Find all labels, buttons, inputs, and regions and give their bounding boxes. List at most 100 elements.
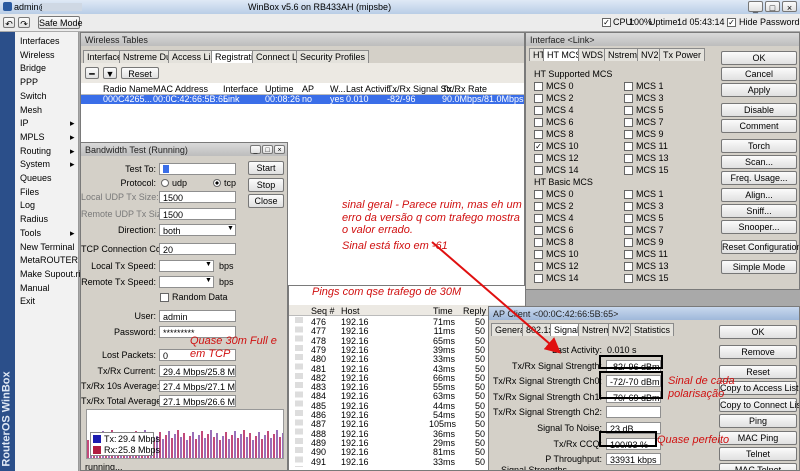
field-value[interactable]: admin xyxy=(159,310,236,322)
mcs-checkbox[interactable] xyxy=(624,214,633,223)
window-control[interactable]: × xyxy=(274,145,285,154)
safe-mode-button[interactable]: Safe Mode xyxy=(38,16,83,29)
button[interactable]: Stop xyxy=(248,177,284,192)
button[interactable]: Freq. Usage... xyxy=(721,171,797,185)
mcs-checkbox[interactable] xyxy=(624,250,633,259)
menu-item[interactable]: Bridge xyxy=(20,63,47,74)
filter-button[interactable]: ━ xyxy=(85,67,99,79)
menu-item[interactable]: Mesh xyxy=(20,104,43,115)
button[interactable]: Remove xyxy=(719,345,797,359)
menu-item[interactable]: Queues xyxy=(20,173,52,183)
random-data-checkbox[interactable] xyxy=(160,293,169,302)
field-box[interactable] xyxy=(159,276,214,288)
mcs-checkbox[interactable] xyxy=(534,106,543,115)
mcs-checkbox[interactable] xyxy=(624,202,633,211)
mcs-checkbox[interactable] xyxy=(624,82,633,91)
mcs-checkbox[interactable] xyxy=(534,82,543,91)
window-control[interactable]: × xyxy=(782,1,797,13)
mcs-checkbox[interactable] xyxy=(534,94,543,103)
menu-item[interactable]: Make Supout.rif xyxy=(20,268,84,279)
mcs-checkbox[interactable] xyxy=(534,166,543,175)
menu-item[interactable]: IP xyxy=(20,118,29,129)
button[interactable]: Snooper... xyxy=(721,220,797,234)
mcs-checkbox[interactable] xyxy=(534,274,543,283)
mcs-checkbox[interactable] xyxy=(534,262,543,271)
menu-item[interactable]: Radius xyxy=(20,214,49,225)
button[interactable]: Disable xyxy=(721,103,797,117)
radio[interactable] xyxy=(161,179,169,187)
button[interactable]: Torch xyxy=(721,139,797,153)
button[interactable]: Ping xyxy=(719,414,797,428)
button[interactable]: Close xyxy=(248,194,284,208)
button[interactable]: Reset Configuration xyxy=(721,240,800,254)
tab[interactable]: Security Profiles xyxy=(296,50,370,63)
button[interactable]: Copy to Connect List xyxy=(719,398,800,412)
button[interactable]: OK xyxy=(721,51,797,65)
button[interactable]: Sniff... xyxy=(721,204,797,218)
button[interactable]: Start xyxy=(248,161,284,175)
tab[interactable]: WDS xyxy=(578,48,607,61)
mcs-checkbox[interactable] xyxy=(534,130,543,139)
button[interactable]: Apply xyxy=(721,83,797,97)
button[interactable]: Telnet xyxy=(719,447,797,461)
menu-item[interactable]: System xyxy=(20,159,51,170)
hide-passwords-checkbox[interactable]: ✓ xyxy=(727,18,736,27)
menu-item[interactable]: MPLS xyxy=(20,131,45,142)
button[interactable]: Comment xyxy=(721,119,797,133)
mcs-checkbox[interactable] xyxy=(534,250,543,259)
mcs-checkbox[interactable] xyxy=(624,142,633,151)
menu-item[interactable]: Routing xyxy=(20,145,52,156)
window-control[interactable]: _ xyxy=(250,145,261,154)
mcs-checkbox[interactable] xyxy=(624,94,633,103)
mcs-checkbox[interactable] xyxy=(624,274,633,283)
cpu-checkbox[interactable]: ✓ xyxy=(602,18,611,27)
menu-item[interactable]: MetaROUTER xyxy=(20,255,79,266)
button[interactable]: Cancel xyxy=(721,67,797,81)
menu-item[interactable]: Files xyxy=(20,186,40,197)
mcs-checkbox[interactable] xyxy=(534,202,543,211)
mcs-checkbox[interactable] xyxy=(624,130,633,139)
reset-button[interactable]: Reset xyxy=(121,67,159,79)
undo-button[interactable]: ↶ xyxy=(3,17,15,29)
button[interactable]: MAC Telnet xyxy=(719,463,797,470)
menu-item[interactable]: Exit xyxy=(20,296,36,307)
mcs-checkbox[interactable]: ✓ xyxy=(534,142,543,151)
button[interactable]: MAC Ping xyxy=(719,431,797,445)
field-value[interactable]: ********* xyxy=(159,326,236,338)
mcs-checkbox[interactable] xyxy=(534,214,543,223)
menu-item[interactable]: Manual xyxy=(20,282,50,293)
mcs-checkbox[interactable] xyxy=(624,238,633,247)
menu-item[interactable]: Switch xyxy=(20,90,47,101)
menu-item[interactable]: Interfaces xyxy=(20,36,60,46)
button[interactable]: OK xyxy=(719,325,797,339)
mcs-checkbox[interactable] xyxy=(624,154,633,163)
button[interactable]: Copy to Access List xyxy=(719,381,799,395)
redo-button[interactable]: ↷ xyxy=(18,17,30,29)
field-value[interactable]: 1500 xyxy=(159,208,236,220)
tab[interactable]: Tx Power xyxy=(659,48,706,61)
mcs-checkbox[interactable] xyxy=(534,118,543,127)
field-box[interactable] xyxy=(159,163,236,175)
mcs-checkbox[interactable] xyxy=(534,190,543,199)
field-value[interactable]: 20 xyxy=(159,243,236,255)
mcs-checkbox[interactable] xyxy=(624,118,633,127)
remove-filter-button[interactable]: ▼ xyxy=(103,67,117,79)
tab[interactable]: Statistics xyxy=(630,323,675,336)
mcs-checkbox[interactable] xyxy=(624,190,633,199)
field-box[interactable] xyxy=(159,260,214,272)
menu-item[interactable]: Wireless xyxy=(20,49,55,60)
menu-item[interactable]: PPP xyxy=(20,77,39,88)
window-control[interactable]: □ xyxy=(765,1,780,13)
field-value[interactable]: both xyxy=(159,224,236,236)
mcs-checkbox[interactable] xyxy=(534,226,543,235)
menu-item[interactable]: Log xyxy=(20,200,36,211)
mcs-checkbox[interactable] xyxy=(624,226,633,235)
button[interactable]: Scan... xyxy=(721,155,797,169)
mcs-checkbox[interactable] xyxy=(534,238,543,247)
field-value[interactable]: 1500 xyxy=(159,191,236,203)
menu-item[interactable]: Tools xyxy=(20,227,42,238)
mcs-checkbox[interactable] xyxy=(624,166,633,175)
button[interactable]: Align... xyxy=(721,188,797,202)
mcs-checkbox[interactable] xyxy=(624,262,633,271)
mcs-checkbox[interactable] xyxy=(534,154,543,163)
